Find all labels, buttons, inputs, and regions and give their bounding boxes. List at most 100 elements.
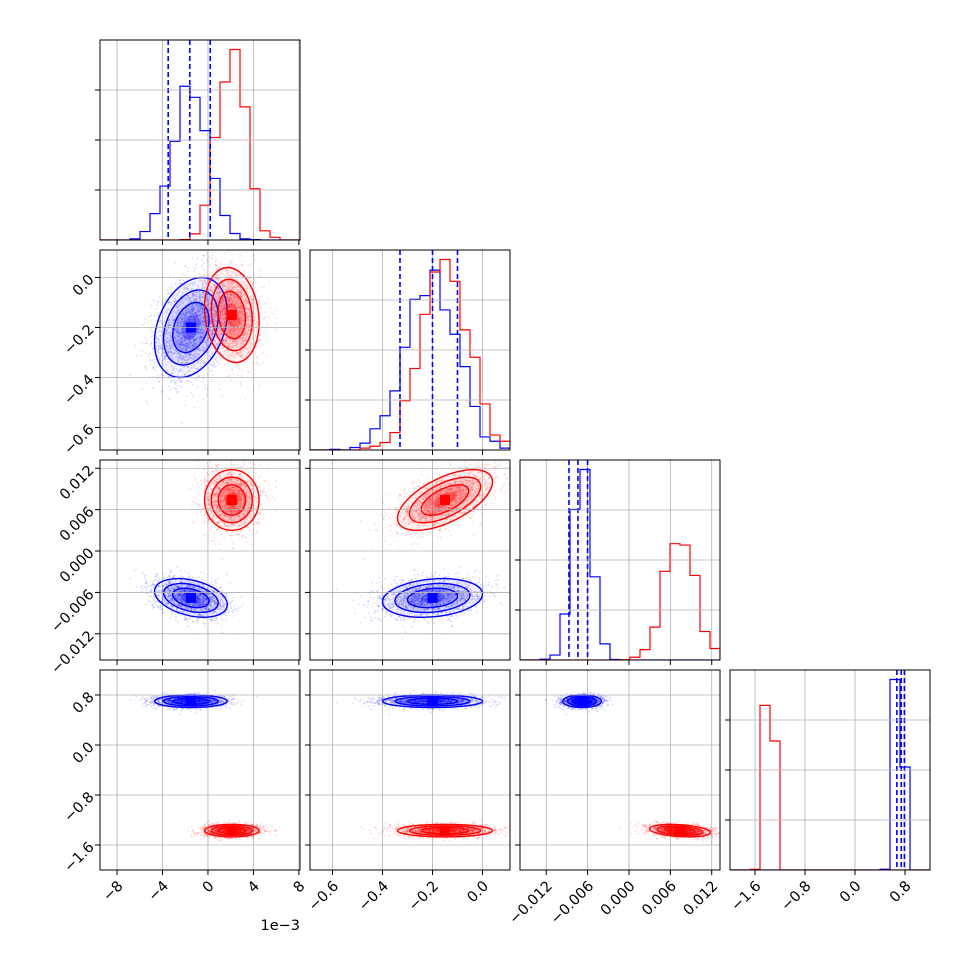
scatter-point (177, 390, 180, 393)
scatter-point (223, 245, 225, 247)
scatter-point (231, 615, 234, 617)
scatter-point (251, 337, 254, 339)
scatter-point (184, 374, 186, 376)
scatter-point (173, 300, 176, 303)
scatter-point (228, 374, 231, 377)
scatter-point (177, 384, 179, 387)
scatter-point (251, 298, 254, 301)
scatter-point (182, 313, 185, 316)
scatter-point (179, 344, 182, 347)
scatter-point (231, 368, 233, 371)
scatter-point (217, 342, 220, 345)
scatter-point (221, 282, 224, 285)
scatter-point (188, 298, 191, 300)
scatter-point (184, 273, 187, 276)
scatter-point (232, 330, 235, 333)
scatter-point (216, 297, 218, 300)
scatter-point (183, 317, 185, 319)
scatter-point (177, 321, 180, 324)
scatter-point (229, 285, 232, 288)
scatter-point (191, 620, 194, 623)
scatter-point (213, 286, 216, 288)
scatter-point (195, 337, 198, 340)
scatter-point (214, 341, 217, 344)
scatter-point (209, 354, 211, 357)
scatter-point (178, 344, 181, 347)
scatter-point (181, 313, 183, 315)
scatter-point (181, 336, 184, 338)
scatter-point (193, 299, 196, 301)
scatter-point (211, 351, 213, 354)
scatter-point (218, 278, 221, 280)
scatter-point (158, 345, 160, 347)
scatter-point (191, 293, 194, 296)
scatter-point (219, 262, 222, 264)
scatter-point (219, 311, 222, 314)
scatter-point (195, 303, 198, 306)
scatter-point (197, 310, 200, 312)
scatter-point (184, 343, 187, 345)
scatter-point (197, 331, 200, 334)
scatter-point (185, 315, 188, 318)
scatter-point (182, 302, 185, 305)
scatter-point (176, 332, 179, 335)
scatter-point (158, 346, 161, 349)
scatter-point (180, 323, 183, 325)
scatter-point (164, 357, 167, 360)
scatter-point (194, 356, 196, 359)
scatter-point (190, 337, 193, 340)
scatter-point (177, 308, 180, 311)
scatter-point (199, 348, 202, 351)
scatter-point (174, 383, 176, 385)
scatter-point (185, 336, 188, 338)
scatter-point (268, 317, 270, 320)
scatter-point (203, 362, 206, 365)
scatter-point (203, 287, 206, 290)
scatter-point (234, 264, 236, 267)
scatter-point (211, 580, 213, 583)
scatter-point (227, 354, 230, 357)
scatter-point (212, 313, 214, 316)
scatter-point (153, 579, 155, 582)
scatter-point (155, 341, 158, 344)
scatter-point (207, 261, 209, 263)
scatter-point (207, 299, 210, 302)
scatter-point (185, 294, 188, 297)
scatter-point (181, 320, 184, 323)
scatter-point (229, 280, 232, 283)
scatter-point (258, 384, 260, 387)
scatter-point (181, 318, 184, 321)
scatter-point (189, 341, 192, 344)
scatter-point (159, 345, 162, 348)
scatter-point (178, 289, 181, 292)
scatter-point (185, 308, 188, 310)
panel-frame (99, 39, 301, 241)
scatter-point (186, 288, 189, 291)
scatter-point (176, 328, 179, 330)
scatter-point (190, 357, 193, 360)
scatter-point (215, 314, 218, 317)
scatter-point (203, 361, 206, 363)
scatter-point (205, 361, 207, 364)
scatter-point (199, 324, 202, 326)
scatter-point (179, 303, 182, 306)
scatter-point (190, 341, 192, 344)
scatter-point (206, 271, 209, 274)
scatter-point (167, 302, 170, 304)
scatter-point (255, 355, 258, 358)
scatter-point (207, 367, 210, 369)
scatter-point (247, 301, 250, 304)
scatter-point (225, 369, 228, 371)
scatter-point (185, 298, 187, 301)
scatter-point (190, 347, 193, 349)
scatter-point (169, 337, 172, 340)
scatter-point (201, 361, 204, 363)
scatter-point (213, 619, 216, 622)
scatter-point (230, 292, 233, 294)
scatter-point (217, 279, 219, 282)
scatter-point (233, 604, 236, 607)
scatter-point (221, 297, 224, 299)
scatter-point (229, 305, 232, 308)
scatter-point (177, 335, 180, 338)
scatter-point (168, 346, 171, 349)
